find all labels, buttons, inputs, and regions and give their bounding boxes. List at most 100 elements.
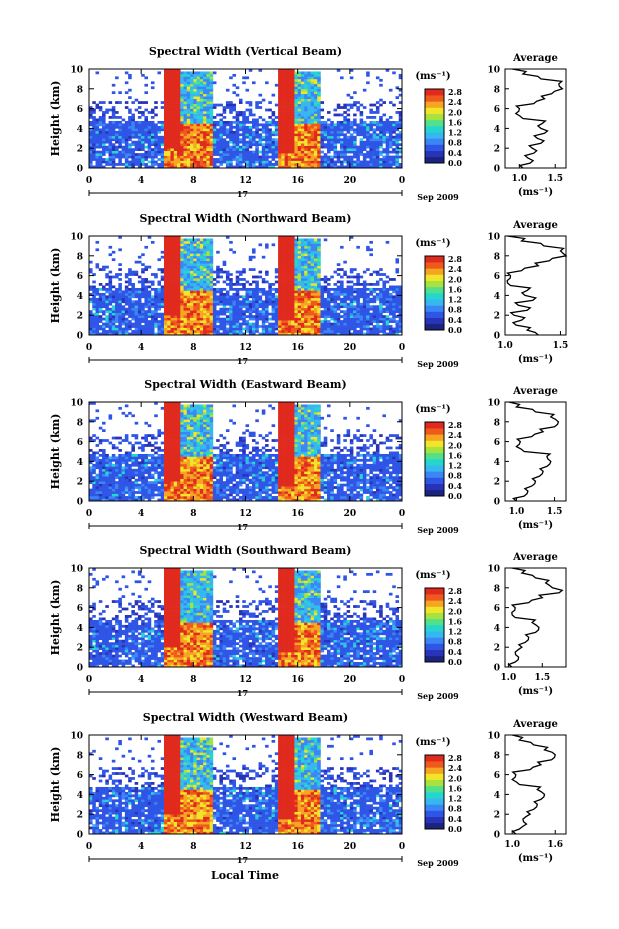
heatmap-cell	[177, 145, 181, 149]
heatmap-cell	[310, 118, 315, 122]
heatmap-cell	[186, 135, 191, 139]
heatmap-cell	[232, 116, 237, 119]
heatmap-cell	[206, 76, 210, 80]
heatmap-cell	[216, 300, 220, 304]
heatmap-cell	[199, 133, 204, 137]
heatmap-cell	[212, 287, 217, 291]
heatmap-cell	[186, 130, 191, 134]
heatmap-cell	[180, 330, 184, 333]
heatmap-cell	[196, 103, 201, 107]
heatmap-cell	[313, 295, 318, 299]
heatmap-cell	[343, 143, 347, 147]
heatmap-cell	[287, 128, 292, 132]
heatmap-cell	[392, 103, 396, 107]
heatmap-cell	[297, 240, 302, 244]
heatmap-cell	[317, 280, 321, 284]
heatmap-cell	[258, 135, 263, 139]
heatmap-cell	[193, 327, 197, 331]
heatmap-cell	[203, 300, 207, 304]
heatmap-cell	[203, 113, 207, 117]
heatmap-cell	[294, 283, 298, 286]
heatmap-cell	[89, 330, 93, 333]
heatmap-cell	[134, 145, 139, 149]
heatmap-cell	[291, 145, 295, 149]
heatmap-cell	[170, 81, 175, 85]
heatmap-cell	[95, 297, 100, 301]
heatmap-cell	[170, 93, 175, 97]
heatmap-cell	[310, 98, 315, 102]
heatmap-cell	[150, 165, 155, 169]
heatmap-cell	[304, 160, 308, 164]
heatmap-cell	[167, 273, 171, 276]
heatmap-cell	[297, 245, 302, 249]
heatmap-cell	[313, 310, 318, 314]
heatmap-cell	[209, 96, 214, 99]
heatmap-cell	[216, 275, 220, 279]
heatmap-cell	[248, 325, 253, 328]
heatmap-cell	[206, 322, 210, 326]
heatmap-cell	[327, 305, 331, 309]
heatmap-cell	[163, 243, 168, 247]
heatmap-cell	[144, 140, 148, 144]
heatmap-cell	[353, 123, 357, 127]
heatmap-cell	[274, 160, 279, 164]
heatmap-cell	[297, 270, 302, 274]
heatmap-cell	[307, 158, 312, 161]
heatmap-cell	[375, 140, 380, 144]
heatmap-cell	[320, 310, 325, 314]
heatmap-cell	[284, 133, 289, 137]
heatmap-cell	[209, 88, 214, 92]
heatmap-cell	[95, 106, 100, 109]
heatmap-cell	[115, 140, 119, 144]
heatmap-cell	[265, 330, 269, 333]
heatmap-cell	[105, 160, 109, 164]
heatmap-cell	[346, 128, 351, 132]
heatmap-cell	[287, 278, 292, 281]
heatmap-cell	[124, 101, 129, 104]
heatmap-cell	[193, 265, 197, 269]
heatmap-cell	[255, 322, 259, 326]
heatmap-cell	[193, 118, 197, 122]
heatmap-cell	[173, 253, 178, 257]
heatmap-cell	[307, 245, 312, 249]
heatmap-cell	[330, 332, 334, 336]
heatmap-cell	[268, 143, 272, 147]
heatmap-cell	[291, 292, 295, 296]
heatmap-cell	[124, 81, 129, 85]
heatmap-cell	[193, 103, 197, 107]
heatmap-cell	[102, 113, 106, 117]
heatmap-cell	[313, 71, 318, 75]
heatmap-cell	[317, 103, 321, 107]
heatmap-cell	[128, 76, 132, 80]
heatmap-cell	[313, 128, 318, 132]
heatmap-cell	[242, 295, 246, 299]
heatmap-cell	[232, 305, 237, 309]
heatmap-cell	[177, 278, 181, 281]
heatmap-cell	[261, 290, 266, 294]
heatmap-cell	[281, 268, 285, 271]
heatmap-cell	[183, 238, 188, 242]
heatmap-cell	[398, 93, 403, 97]
heatmap-cell	[131, 332, 135, 336]
heatmap-cell	[177, 243, 181, 247]
heatmap-cell	[323, 297, 328, 301]
heatmap-cell	[327, 297, 331, 301]
heatmap-cell	[300, 287, 305, 291]
heatmap-cell	[157, 292, 162, 296]
heatmap-cell	[124, 295, 129, 299]
heatmap-cell	[310, 150, 315, 154]
heatmap-cell	[313, 130, 318, 134]
heatmap-cell	[141, 268, 145, 271]
heatmap-cell	[131, 312, 135, 316]
heatmap-cell	[212, 125, 217, 129]
heatmap-cell	[144, 302, 148, 306]
heatmap-cell	[163, 123, 168, 127]
heatmap-cell	[317, 297, 321, 301]
heatmap-cell	[163, 135, 168, 139]
heatmap-cell	[313, 145, 318, 149]
heatmap-cell	[193, 330, 197, 333]
heatmap-cell	[190, 153, 194, 156]
heatmap-cell	[173, 125, 178, 129]
heatmap-cell	[199, 263, 204, 266]
heatmap-cell	[353, 327, 357, 331]
